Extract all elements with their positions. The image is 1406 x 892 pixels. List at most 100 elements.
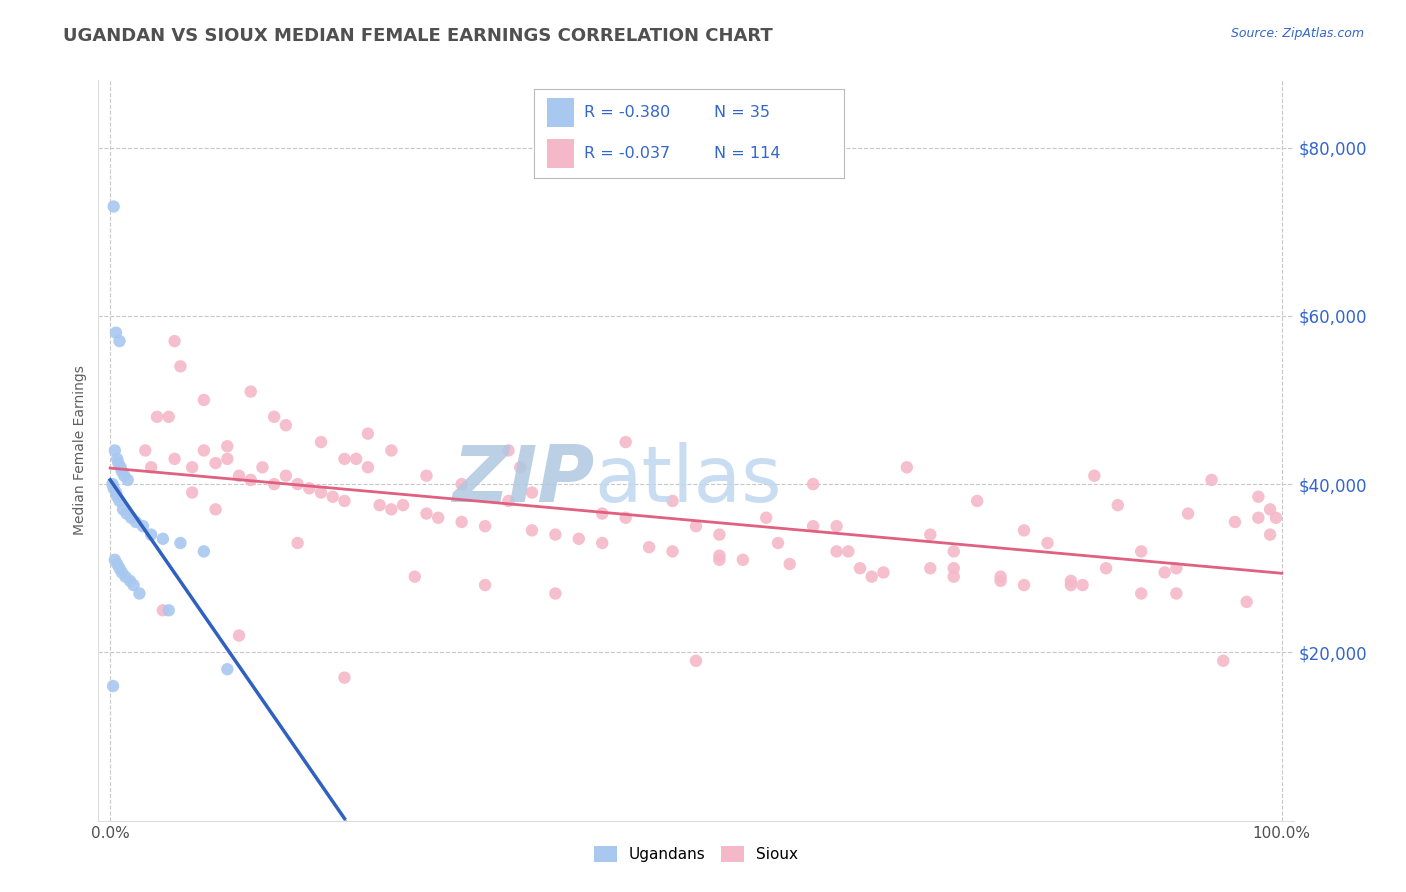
Text: atlas: atlas	[595, 442, 782, 518]
Point	[942, 561, 965, 575]
Point	[263, 477, 285, 491]
Point	[709, 527, 731, 541]
Point	[169, 536, 191, 550]
Point	[141, 527, 163, 541]
Point	[146, 409, 169, 424]
Point	[1236, 595, 1258, 609]
Point	[217, 451, 239, 466]
Point	[217, 662, 239, 676]
Legend: Ugandans, Sioux: Ugandans, Sioux	[588, 840, 804, 869]
Point	[204, 456, 226, 470]
Point	[1247, 490, 1270, 504]
Point	[122, 578, 145, 592]
Point	[287, 477, 309, 491]
Point	[204, 502, 226, 516]
Point	[287, 536, 309, 550]
Point	[942, 544, 965, 558]
Point	[591, 536, 613, 550]
Point	[1036, 536, 1059, 550]
Point	[1265, 510, 1288, 524]
Point	[163, 451, 186, 466]
Point	[404, 569, 426, 583]
Point	[837, 544, 859, 558]
Point	[157, 603, 180, 617]
Point	[357, 426, 380, 441]
Point	[520, 485, 543, 500]
Point	[415, 468, 437, 483]
Point	[134, 443, 156, 458]
Point	[163, 334, 186, 348]
Point	[1130, 586, 1153, 600]
Point	[111, 465, 134, 479]
Point	[450, 515, 472, 529]
Point	[685, 654, 707, 668]
Point	[108, 334, 131, 348]
Point	[614, 510, 637, 524]
Point	[568, 532, 591, 546]
Point	[128, 586, 150, 600]
Point	[1258, 502, 1281, 516]
Point	[239, 384, 262, 399]
Point	[117, 473, 139, 487]
Point	[392, 498, 415, 512]
Point	[990, 574, 1012, 588]
Point	[1153, 566, 1175, 580]
Point	[357, 460, 380, 475]
Point	[239, 473, 262, 487]
Point	[309, 435, 332, 450]
Point	[274, 418, 297, 433]
Point	[415, 507, 437, 521]
Point	[111, 566, 134, 580]
Point	[263, 409, 285, 424]
Point	[801, 519, 824, 533]
Point	[685, 519, 707, 533]
Point	[120, 574, 141, 588]
Point	[825, 544, 848, 558]
Point	[333, 451, 356, 466]
Point	[380, 502, 402, 516]
Point	[105, 326, 128, 340]
Point	[252, 460, 274, 475]
Point	[661, 544, 683, 558]
Text: UGANDAN VS SIOUX MEDIAN FEMALE EARNINGS CORRELATION CHART: UGANDAN VS SIOUX MEDIAN FEMALE EARNINGS …	[63, 27, 773, 45]
Text: N = 114: N = 114	[714, 146, 780, 161]
Point	[1166, 586, 1188, 600]
Point	[333, 671, 356, 685]
Point	[101, 477, 124, 491]
Point	[105, 485, 128, 500]
Point	[169, 359, 191, 374]
Point	[1012, 524, 1035, 538]
Point	[152, 532, 174, 546]
Point	[920, 527, 942, 541]
Point	[520, 524, 543, 538]
Point	[801, 477, 824, 491]
Point	[450, 477, 472, 491]
Point	[920, 561, 942, 575]
Point	[1107, 498, 1129, 512]
Point	[103, 481, 125, 495]
Point	[661, 494, 683, 508]
Point	[274, 468, 297, 483]
Point	[498, 443, 520, 458]
Point	[1130, 544, 1153, 558]
Point	[141, 460, 163, 475]
Point	[474, 519, 496, 533]
Point	[380, 443, 402, 458]
Point	[181, 460, 204, 475]
Point	[591, 507, 613, 521]
Point	[755, 510, 778, 524]
Point	[181, 485, 204, 500]
Point	[1012, 578, 1035, 592]
Point	[101, 679, 124, 693]
Point	[860, 569, 883, 583]
Point	[1071, 578, 1094, 592]
Point	[1166, 561, 1188, 575]
Point	[1177, 507, 1199, 521]
Bar	[547, 98, 575, 127]
Point	[896, 460, 918, 475]
Text: R = -0.380: R = -0.380	[583, 105, 671, 120]
Point	[112, 502, 135, 516]
Point	[1258, 527, 1281, 541]
Point	[322, 490, 344, 504]
Point	[1083, 468, 1105, 483]
